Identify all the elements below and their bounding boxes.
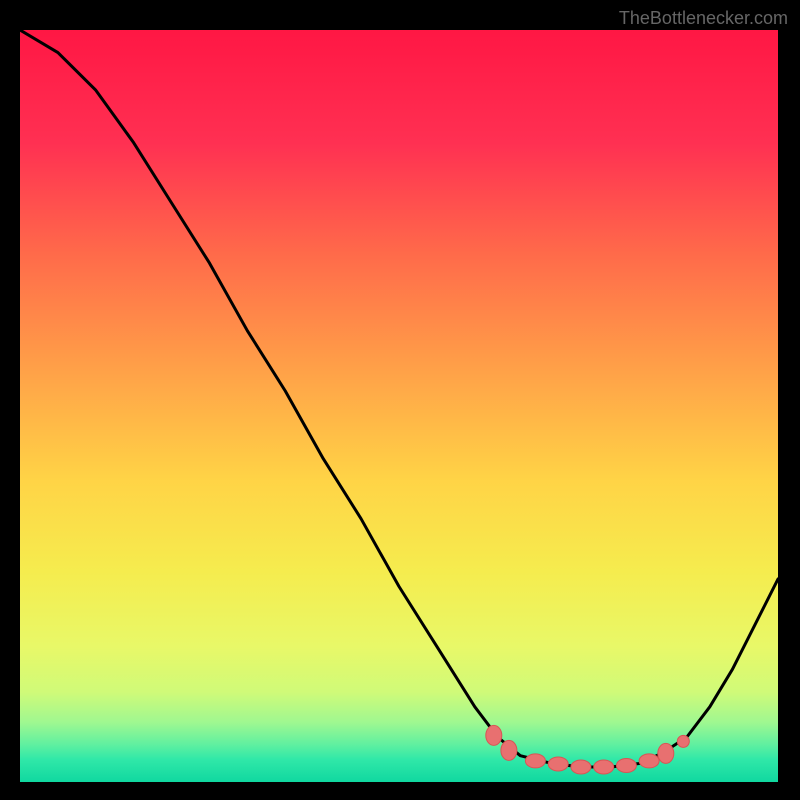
marker-dot: [594, 760, 614, 774]
marker-dot: [486, 725, 502, 745]
marker-dot: [571, 760, 591, 774]
marker-dot: [677, 735, 689, 747]
marker-dot: [525, 754, 545, 768]
marker-dot: [501, 740, 517, 760]
marker-dot: [658, 743, 674, 763]
marker-dot: [639, 754, 659, 768]
watermark-text: TheBottlenecker.com: [619, 8, 788, 29]
chart-area: [20, 30, 778, 782]
bottleneck-chart: [20, 30, 778, 782]
marker-dot: [616, 759, 636, 773]
marker-dot: [548, 757, 568, 771]
